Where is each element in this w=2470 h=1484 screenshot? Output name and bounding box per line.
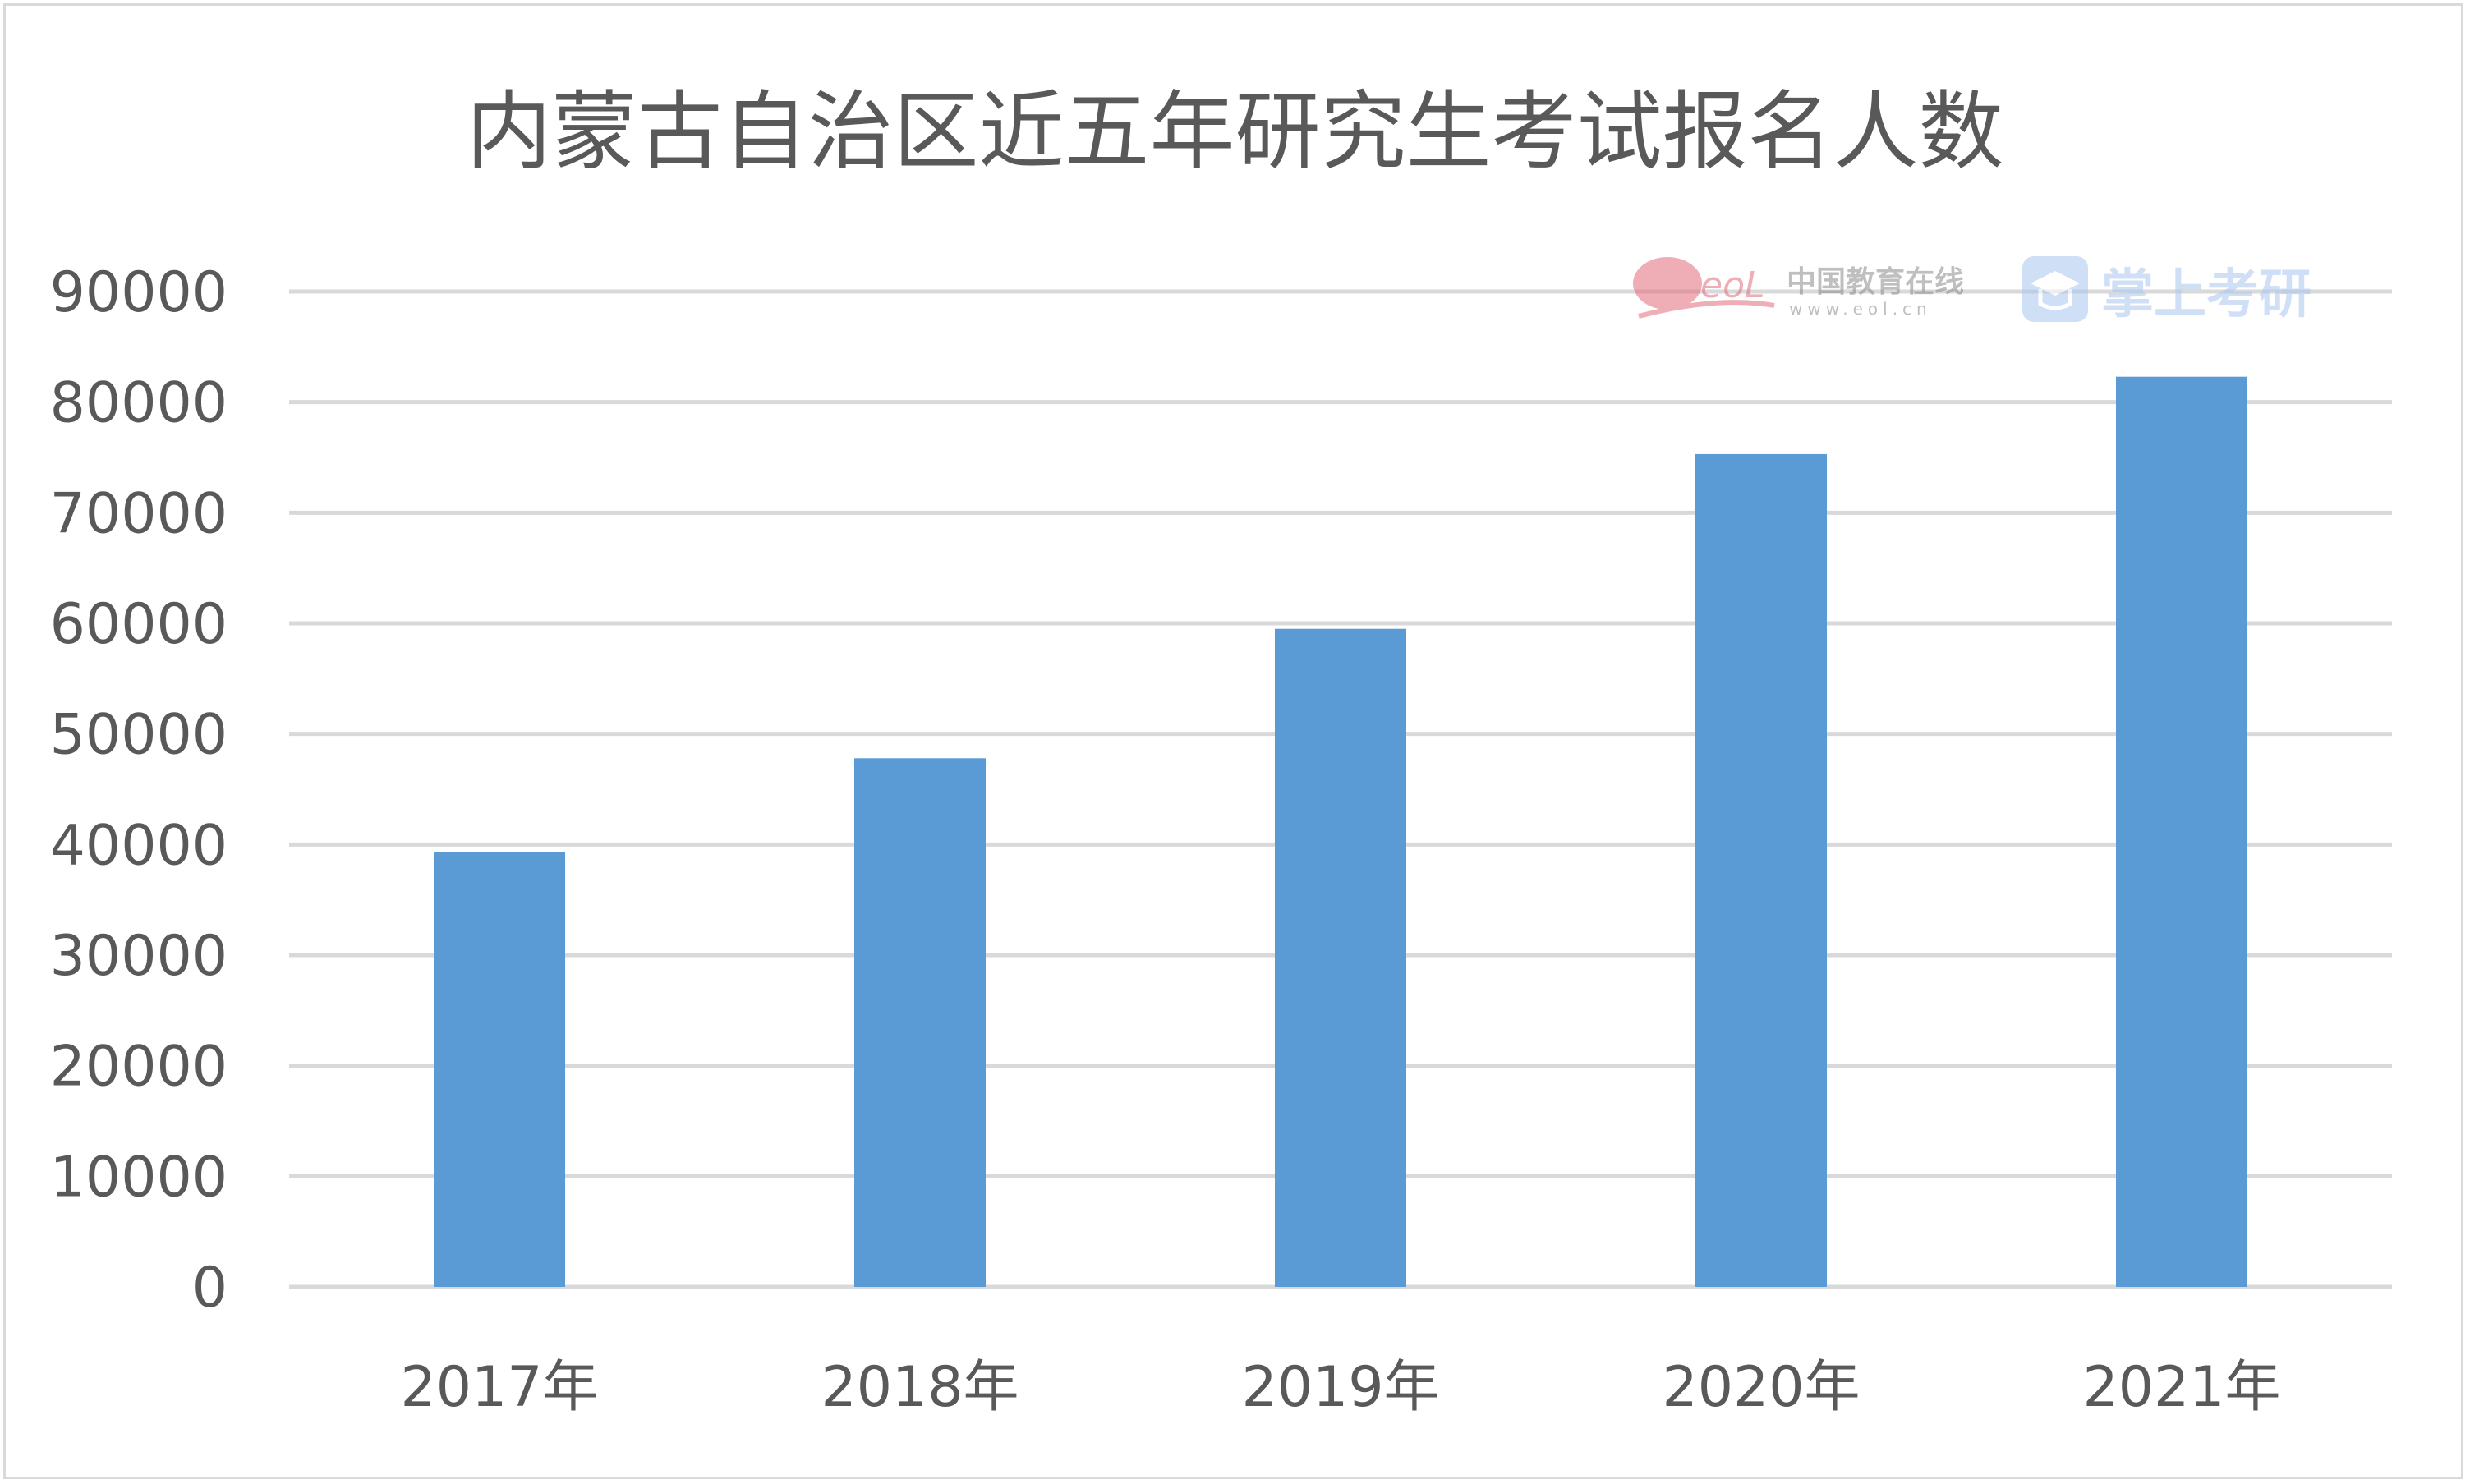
x-tick-label: 2017年: [400, 1355, 598, 1420]
x-tick-label: 2021年: [2082, 1355, 2280, 1420]
x-axis-ticks: 2017年 2018年 2019年 2020年 2021年: [400, 1355, 2280, 1420]
y-tick-label: 60000: [50, 592, 228, 657]
x-tick-label: 2020年: [1662, 1355, 1860, 1420]
bars: [434, 376, 2247, 1287]
x-tick-label: 2019年: [1241, 1355, 1439, 1420]
y-tick-label: 90000: [50, 260, 228, 325]
y-tick-label: 40000: [50, 813, 228, 878]
graduation-cap-icon: [2022, 256, 2088, 322]
bar: [2116, 376, 2247, 1287]
chart-title: 内蒙古自治区近五年研究生考试报名人数: [466, 81, 2004, 181]
eol-name: 中国教育在线: [1787, 265, 1964, 299]
y-tick-label: 20000: [50, 1035, 228, 1100]
x-tick-label: 2018年: [821, 1355, 1019, 1420]
bar: [434, 852, 565, 1287]
y-tick-label: 0: [192, 1256, 228, 1321]
brand-name: 掌上考研: [2101, 264, 2311, 325]
chart-frame: [3, 3, 2463, 1479]
eol-logo: eoL: [1633, 257, 1775, 319]
y-tick-label: 70000: [50, 481, 228, 546]
y-tick-label: 80000: [50, 371, 228, 436]
eol-logo-text: eoL: [1700, 264, 1765, 306]
bar: [1695, 453, 1827, 1287]
eol-url: www.eol.cn: [1789, 299, 1932, 319]
y-axis-ticks: 0 10000 20000 30000 40000 50000 60000 70000 8000…: [50, 260, 228, 1321]
y-tick-label: 50000: [50, 703, 228, 768]
y-tick-label: 30000: [50, 924, 228, 989]
bar: [854, 758, 986, 1287]
watermark: eoL 中国教育在线 www.eol.cn 掌上考研: [1633, 256, 2311, 325]
bar: [1275, 628, 1406, 1287]
y-tick-label: 10000: [50, 1145, 228, 1210]
